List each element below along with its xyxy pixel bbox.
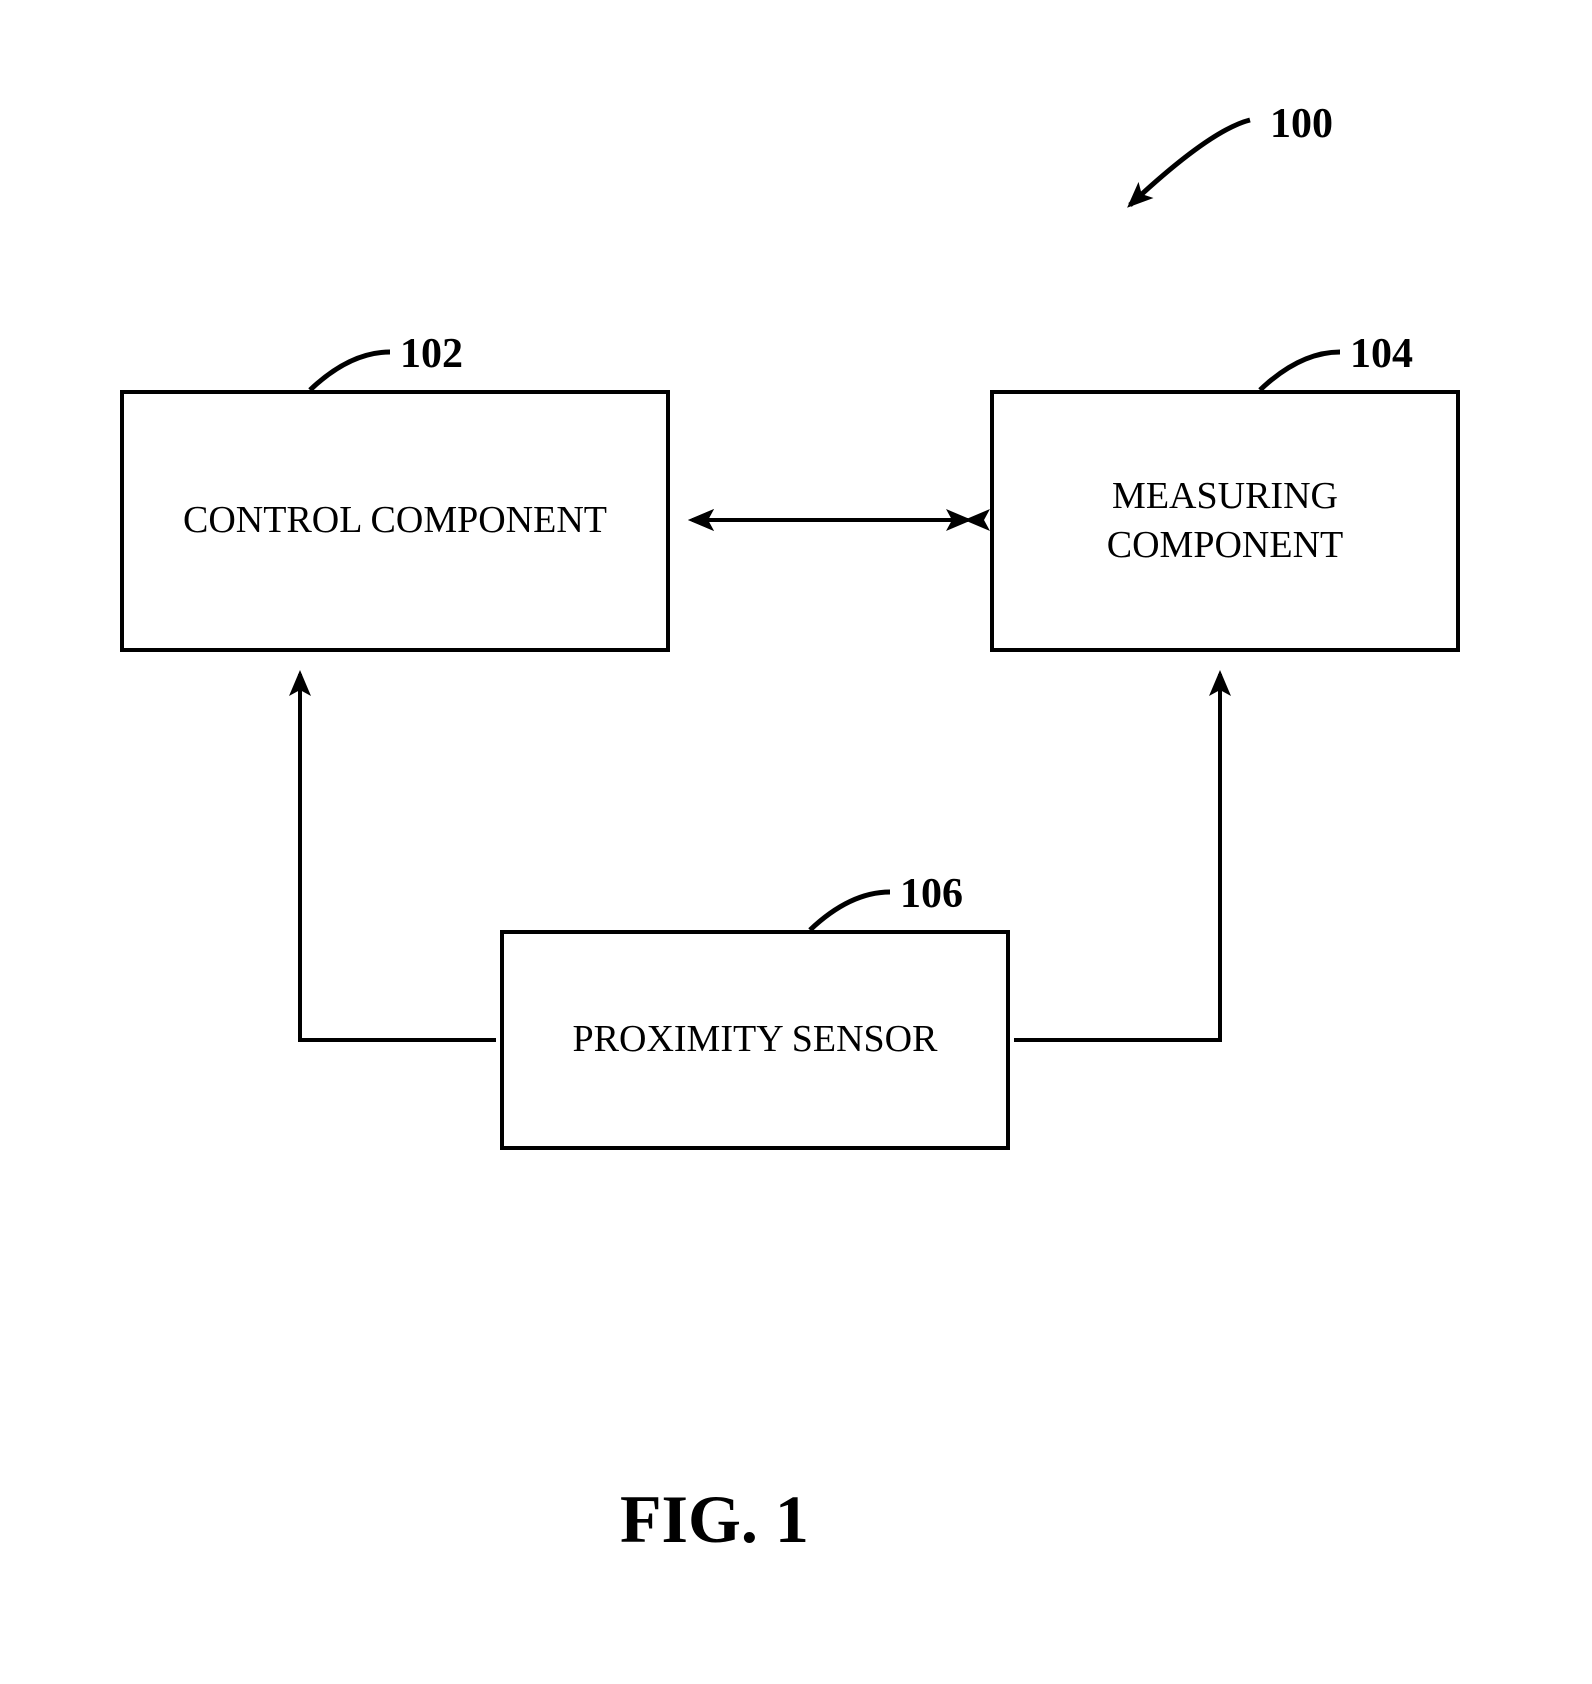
measuring-ref-num: 104 — [1350, 330, 1413, 378]
control-ref-num: 102 — [400, 330, 463, 378]
leader-system — [1130, 120, 1250, 205]
measuring-component-label: MEASURING COMPONENT — [1107, 472, 1343, 571]
system-ref-num: 100 — [1270, 100, 1333, 148]
edge-proximity-control — [300, 674, 496, 1040]
leader-measuring — [1260, 352, 1340, 390]
measuring-component-box: MEASURING COMPONENT — [990, 390, 1460, 652]
leader-control — [310, 352, 390, 390]
edge-proximity-measuring — [1014, 674, 1220, 1040]
proximity-ref-num: 106 — [900, 870, 963, 918]
figure-title: FIG. 1 — [620, 1480, 809, 1559]
diagram-connectors — [0, 0, 1592, 1684]
leader-proximity — [810, 892, 890, 930]
proximity-sensor-label: PROXIMITY SENSOR — [573, 1015, 938, 1064]
control-component-label: CONTROL COMPONENT — [183, 496, 607, 545]
proximity-sensor-box: PROXIMITY SENSOR — [500, 930, 1010, 1150]
control-component-box: CONTROL COMPONENT — [120, 390, 670, 652]
